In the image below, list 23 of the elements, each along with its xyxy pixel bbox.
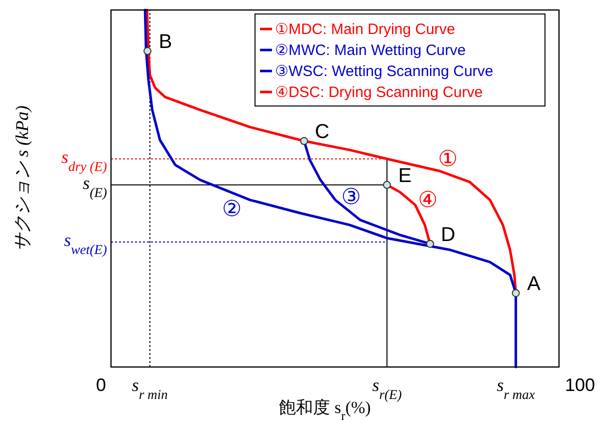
legend-label: ②MWC: Main Wetting Curve xyxy=(275,42,466,59)
x-axis-title: 飽和度 s$_{r}$(%) xyxy=(279,398,371,421)
annotation: ③ xyxy=(341,184,362,210)
x-tick-label: s$_{r(E)}$ xyxy=(372,375,402,402)
annotation: D xyxy=(440,224,456,246)
ref-line-label: s$_{(E)}$ xyxy=(82,172,108,200)
x-tick-label: 0 xyxy=(96,375,106,395)
legend-label: ③WSC: Wetting Scanning Curve xyxy=(275,63,494,80)
annotation: ① xyxy=(438,146,458,171)
legend-label: ①MDC: Main Drying Curve xyxy=(275,21,456,38)
x-tick-label: 100 xyxy=(564,375,596,395)
y-axis-title: サクション s (kPa) xyxy=(12,106,32,252)
legend-label: ④DSC: Drying Scanning Curve xyxy=(275,84,483,101)
annotation: ② xyxy=(222,196,242,221)
annotation: E xyxy=(398,164,412,187)
x-tick-label: s$_{r max}$ xyxy=(496,375,535,402)
annotation: C xyxy=(314,121,330,144)
annotation: B xyxy=(158,31,172,54)
annotation: ④ xyxy=(418,186,438,212)
ref-line-label: s$_{wet(E)}$ xyxy=(64,230,108,257)
annotation: A xyxy=(527,273,542,296)
x-tick-label: s$_{r min}$ xyxy=(132,375,168,402)
ref-line-label: s$_{dry (E)}$ xyxy=(61,146,108,174)
